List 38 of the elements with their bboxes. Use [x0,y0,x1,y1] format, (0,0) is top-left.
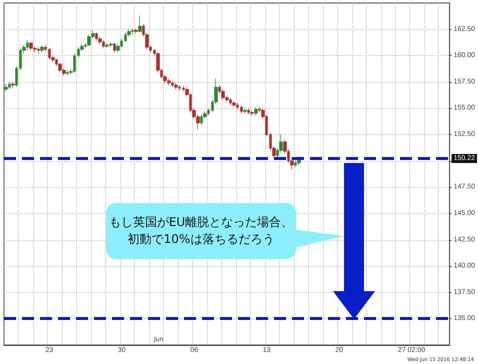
annotation: もし英国がEU離脱となった場合、初動で10%は落ちるだろう [108,214,294,248]
candlestick [102,40,105,49]
candlestick [243,108,247,114]
candlestick [113,42,116,53]
candlestick [29,42,33,51]
candlestick [178,84,181,91]
candlestick [294,159,297,168]
candlestick [174,82,178,90]
candlestick [37,46,40,54]
candlestick [232,100,236,108]
candlestick [98,36,102,44]
candlestick [279,134,283,153]
candlestick [171,80,174,88]
candlestick [131,28,134,35]
candlestick [26,40,29,51]
candlestick [247,108,250,115]
candlestick [250,110,254,116]
candlestick [109,42,113,48]
candlestick [4,84,8,92]
candlestick [95,32,98,42]
candlestick [254,106,258,116]
candlestick [105,42,109,49]
candlestick [240,104,243,114]
candlestick [8,82,11,90]
candlestick [229,97,232,106]
candlestick [138,15,142,33]
candlestick [200,114,203,126]
candlestick [221,88,225,100]
candlestick [134,28,138,34]
candlestick [87,34,91,46]
candlestick [66,70,69,76]
candlestick [167,78,171,86]
candlestick [58,62,62,73]
candlestick [33,46,37,53]
candlestick [11,82,15,89]
candlestick [48,48,51,60]
candlestick [40,44,44,53]
candlestick [236,102,239,110]
